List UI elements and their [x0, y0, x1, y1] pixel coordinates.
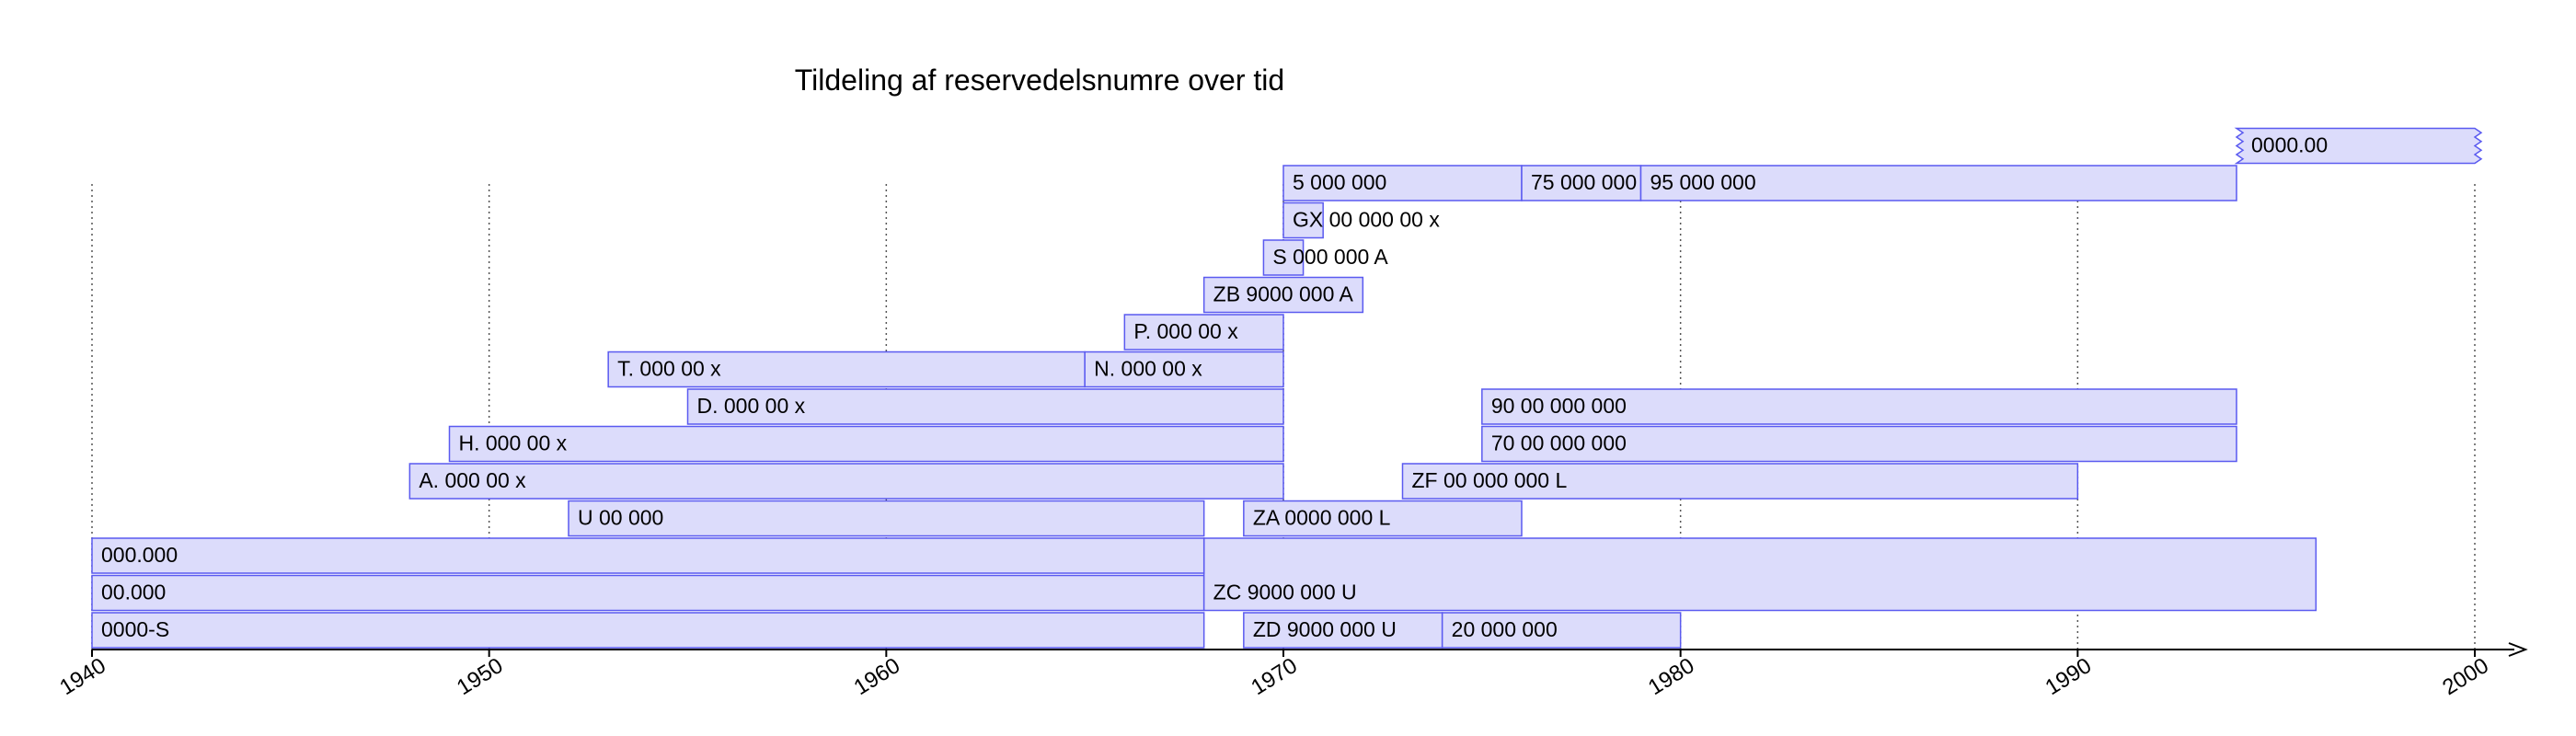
bar-label: ZB 9000 000 A — [1213, 282, 1354, 306]
timeline-bar: ZC 9000 000 U — [1202, 537, 2317, 612]
bar-label: H. 000 00 x — [459, 431, 568, 455]
bar-label: 90 00 000 000 — [1491, 394, 1627, 418]
bar-rect — [91, 537, 1205, 574]
bar-label: P. 000 00 x — [1133, 319, 1238, 343]
bar-label: S 000 000 A — [1272, 245, 1388, 269]
timeline-bar: H. 000 00 x — [448, 425, 1284, 463]
bar-rect — [1441, 612, 1682, 649]
bar-label: 00.000 — [101, 581, 166, 604]
bar-label: 20 000 000 — [1452, 617, 1558, 641]
x-tick-label: 1970 — [1247, 653, 1302, 700]
timeline-bar: T. 000 00 x — [607, 351, 1086, 388]
bars-group: 0000-S ZD 9000 000 U 20 000 000 00.000 ZC 90… — [91, 127, 2483, 649]
bar-label: 75 000 000 — [1531, 170, 1637, 194]
bar-rect — [91, 612, 1205, 649]
bar-rect — [568, 500, 1205, 537]
timeline-bar: S 000 000 A — [1262, 239, 1388, 276]
timeline-bar: N. 000 00 x — [1084, 351, 1284, 388]
bar-label: ZC 9000 000 U — [1213, 581, 1357, 604]
bar-rect — [1481, 425, 2237, 463]
timeline-bar: 70 00 000 000 — [1481, 425, 2237, 463]
bar-label: U 00 000 — [578, 506, 663, 530]
bar-rect — [2234, 127, 2483, 165]
bar-label: 0000-S — [101, 617, 169, 641]
x-tick-label: 1950 — [453, 653, 508, 700]
timeline-bar: ZB 9000 000 A — [1202, 276, 1364, 314]
bar-label: 0000.00 — [2251, 133, 2328, 157]
timeline-bar: 00.000 — [91, 574, 1205, 612]
x-tick-label: 1990 — [2041, 653, 2097, 700]
timeline-bar: 0000-S — [91, 612, 1205, 649]
x-tick-label: 1980 — [1644, 653, 1699, 700]
timeline-bar: 000.000 — [91, 537, 1205, 574]
timeline-bar: A. 000 00 x — [408, 463, 1284, 500]
bar-label: 5 000 000 — [1293, 170, 1386, 194]
bar-rect — [1084, 351, 1284, 388]
bar-rect — [1481, 388, 2237, 425]
bar-rect — [1282, 201, 1324, 239]
bar-rect — [686, 388, 1284, 425]
timeline-bar: 95 000 000 — [1639, 165, 2237, 201]
bar-rect — [1282, 165, 1523, 201]
timeline-bar: 90 00 000 000 — [1481, 388, 2237, 425]
timeline-bar: 5 000 000 — [1282, 165, 1523, 201]
bar-label: T. 000 00 x — [617, 357, 721, 381]
bar-rect — [1243, 500, 1523, 537]
bar-rect — [1123, 314, 1284, 351]
bar-rect — [1401, 463, 2079, 500]
x-tick-label: 1940 — [55, 653, 110, 700]
timeline-bar: 20 000 000 — [1441, 612, 1682, 649]
bar-label: GX 00 000 00 x — [1293, 208, 1440, 232]
bar-label: 70 00 000 000 — [1491, 431, 1627, 455]
bar-rect — [1639, 165, 2237, 201]
timeline-bar: ZA 0000 000 L — [1243, 500, 1523, 537]
timeline-bar: 75 000 000 — [1521, 165, 1642, 201]
chart-title: Tildeling af reservedelsnumre over tid — [795, 63, 1284, 97]
bar-label: D. 000 00 x — [697, 394, 806, 418]
x-axis-arrow — [2508, 642, 2528, 657]
bar-label: ZD 9000 000 U — [1253, 617, 1397, 641]
bar-rect — [448, 425, 1284, 463]
bar-rect — [91, 574, 1205, 612]
bar-rect — [408, 463, 1284, 500]
bar-label: ZA 0000 000 L — [1253, 506, 1391, 530]
bar-rect — [1243, 612, 1443, 649]
x-axis: 1940 1950 1960 1970 1980 1990 2000 — [55, 642, 2528, 700]
x-tick-label: 1960 — [850, 653, 905, 700]
timeline-bar: P. 000 00 x — [1123, 314, 1284, 351]
timeline-bar: D. 000 00 x — [686, 388, 1284, 425]
bar-label: 95 000 000 — [1650, 170, 1756, 194]
timeline-bar: ZF 00 000 000 L — [1401, 463, 2079, 500]
timeline-bar: 0000.00 — [2234, 127, 2483, 165]
bar-label: 000.000 — [101, 543, 178, 567]
timeline-bar: ZD 9000 000 U — [1243, 612, 1443, 649]
timeline-bar: U 00 000 — [568, 500, 1205, 537]
bar-label: ZF 00 000 000 L — [1412, 468, 1568, 492]
bar-rect — [1202, 276, 1364, 314]
bar-rect — [1262, 239, 1305, 276]
x-tick-label: 2000 — [2438, 653, 2493, 700]
bar-rect — [1202, 537, 2317, 612]
bar-label: N. 000 00 x — [1094, 357, 1202, 381]
bar-label: A. 000 00 x — [419, 468, 526, 492]
timeline-bar: GX 00 000 00 x — [1282, 201, 1440, 239]
